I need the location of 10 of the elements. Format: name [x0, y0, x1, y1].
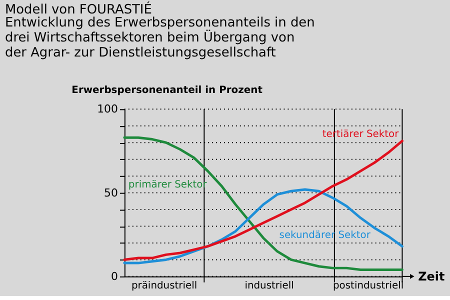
text: postindustriell — [332, 280, 404, 292]
y-tick-label: 50 — [104, 186, 118, 200]
x-axis-title: Zeit — [418, 269, 445, 284]
chart-title: Modell von FOURASTIÉ — [4, 2, 152, 18]
text: industriell — [244, 280, 294, 292]
y-axis-title: Erwerbspersonenanteil in Prozent — [72, 85, 263, 96]
y-tick-label: 0 — [111, 270, 118, 283]
chart-subtitle: Entwicklung des Erwerbspersonenanteils in den drei Wirtschaftssektoren beim Übergang von der Agrar- zur Dienstleistungsgesellschaft — [4, 16, 315, 60]
y-tick-label: 100 — [97, 102, 118, 116]
text: präindustriell — [131, 280, 198, 292]
